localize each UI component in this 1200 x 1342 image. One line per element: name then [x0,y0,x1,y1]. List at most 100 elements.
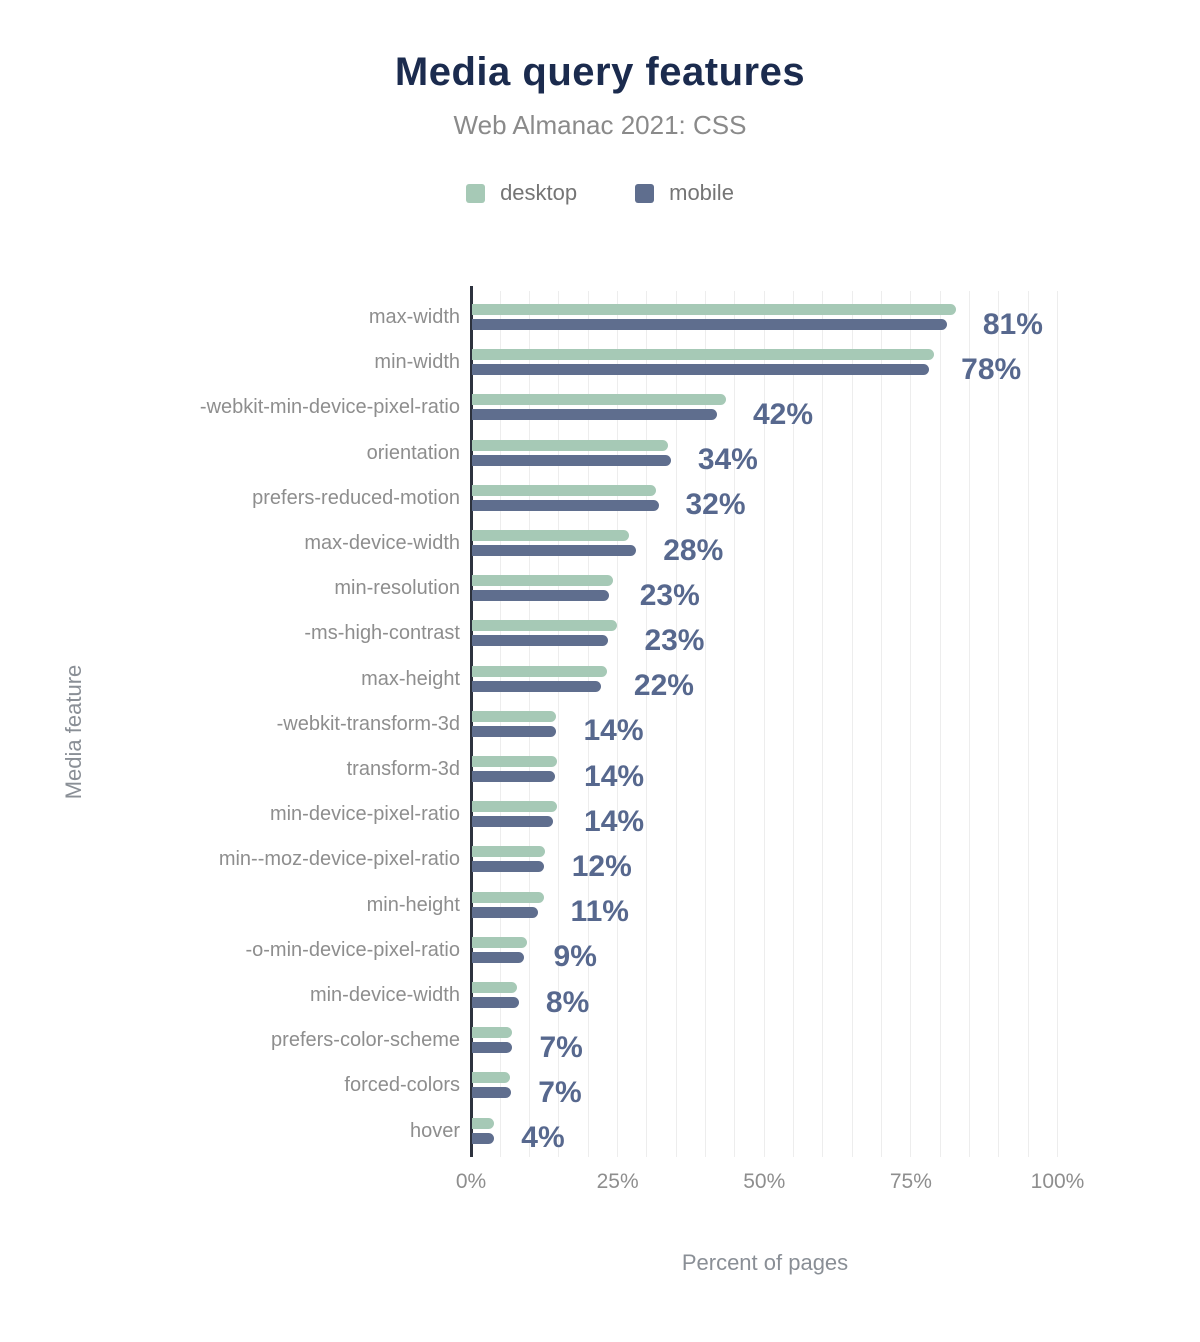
gridline [1027,291,1029,1157]
legend-label-desktop: desktop [500,180,578,205]
mobile-bar [472,771,556,782]
category-label: prefers-color-scheme [271,1029,460,1052]
value-label: 9% [553,940,597,974]
mobile-bar [472,816,553,828]
value-label: 81% [982,307,1043,341]
gridline [646,291,648,1157]
gridline [851,291,853,1157]
value-label: 34% [697,443,758,477]
value-label: 4% [521,1121,565,1155]
gridline [529,291,531,1157]
desktop-bar [472,846,545,858]
desktop-bar [472,936,527,948]
value-label: 12% [571,849,632,883]
mobile-bar [472,951,525,963]
gridline [705,291,707,1157]
legend-item-desktop: desktop [466,180,577,206]
mobile-bar [472,680,602,692]
desktop-bar [472,891,544,903]
value-label: 28% [663,533,724,567]
legend-item-mobile: mobile [635,180,734,206]
mobile-swatch-icon [635,183,655,203]
desktop-bar [472,530,629,541]
category-label: min-height [366,893,460,916]
value-label: 22% [633,669,694,703]
desktop-bar [472,801,558,813]
x-tick-label: 50% [743,1170,786,1193]
desktop-bar [472,1072,511,1084]
x-tick-label: 100% [1030,1170,1085,1193]
mobile-bar [472,499,659,511]
gridline [910,291,912,1157]
mobile-bar [472,1132,494,1144]
gridline [998,291,1000,1157]
gridline [499,291,501,1157]
gridline [763,291,765,1157]
category-label: hover [409,1119,460,1142]
category-label: max-device-width [304,532,460,554]
category-label: min-device-pixel-ratio [269,803,460,826]
category-label: forced-colors [344,1074,460,1097]
category-label: min--moz-device-pixel-ratio [218,848,460,871]
category-label: -o-min-device-pixel-ratio [245,938,460,961]
category-label: orientation [366,441,460,464]
value-label: 23% [639,578,700,612]
desktop-swatch-icon [466,183,486,203]
gridline [617,291,619,1157]
desktop-bar [472,620,618,632]
gridline [822,291,824,1157]
value-label: 11% [570,895,629,929]
mobile-bar [472,319,948,330]
mobile-bar [472,635,609,647]
chart-subtitle: Web Almanac 2021: CSS [453,110,747,140]
gridline [734,291,736,1157]
value-label: 7% [539,1030,583,1064]
desktop-bar [472,1027,513,1039]
mobile-bar [472,454,671,466]
category-label: min-device-width [309,984,460,1006]
category-label: -webkit-transform-3d [276,712,460,735]
category-label: max-height [361,667,460,690]
desktop-bar [472,710,557,722]
category-label: min-width [374,351,460,374]
legend: desktop mobile [0,180,1200,206]
x-tick-label: 0% [455,1170,487,1193]
desktop-bar [472,484,657,496]
plot-area: max-width 81% min-width 78% -webkit-min-devi… [200,286,1163,1193]
chart-title: Media query features [394,50,806,94]
value-label: 7% [538,1075,582,1109]
mobile-bar [472,590,609,602]
gridline [881,291,883,1157]
x-axis-title: Percent of pages [681,1250,849,1275]
category-label: -webkit-min-device-pixel-ratio [199,396,460,419]
gridline [587,291,589,1157]
desktop-bar [472,439,668,451]
mobile-bar [472,364,929,376]
category-label: min-resolution [334,577,460,600]
y-axis-line [470,286,473,1157]
legend-label-mobile: mobile [669,180,734,205]
x-tick-label: 25% [596,1170,639,1193]
mobile-bar [472,906,539,918]
mobile-bar [472,725,556,737]
mobile-bar [472,1087,512,1099]
gridline [1057,291,1058,1157]
value-label: 14% [584,804,645,838]
desktop-bar [472,394,726,406]
gridline [675,291,677,1157]
desktop-bar [472,982,518,993]
category-label: -ms-high-contrast [304,622,460,645]
gridline [939,291,941,1157]
value-label: 23% [644,623,705,657]
category-label: max-width [368,306,460,328]
value-label: 42% [752,397,813,431]
value-label: 8% [545,985,590,1019]
gridline [793,291,795,1157]
gridline [969,291,971,1157]
mobile-bar [472,409,717,421]
gridline [558,291,560,1157]
desktop-bar [472,1117,495,1129]
category-label: prefers-reduced-motion [252,486,460,509]
mobile-bar [472,861,544,873]
